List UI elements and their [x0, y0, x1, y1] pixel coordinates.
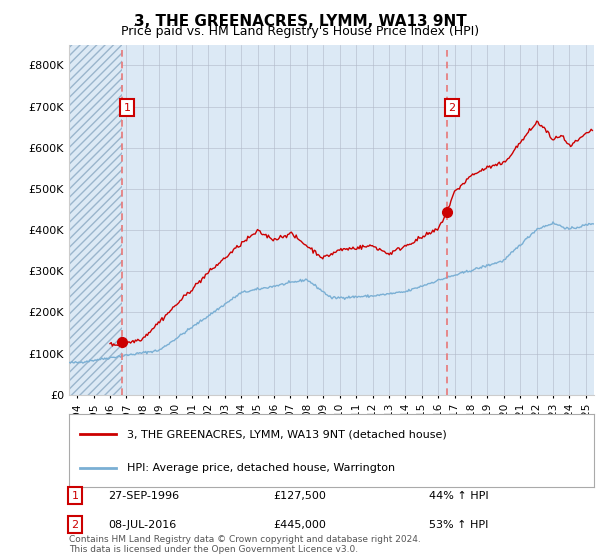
Text: Price paid vs. HM Land Registry's House Price Index (HPI): Price paid vs. HM Land Registry's House …: [121, 25, 479, 38]
Text: 2: 2: [71, 520, 79, 530]
Text: Contains HM Land Registry data © Crown copyright and database right 2024.
This d: Contains HM Land Registry data © Crown c…: [69, 535, 421, 554]
Text: 44% ↑ HPI: 44% ↑ HPI: [429, 491, 488, 501]
Text: HPI: Average price, detached house, Warrington: HPI: Average price, detached house, Warr…: [127, 463, 395, 473]
Text: 27-SEP-1996: 27-SEP-1996: [108, 491, 179, 501]
Text: £445,000: £445,000: [273, 520, 326, 530]
Text: £127,500: £127,500: [273, 491, 326, 501]
Text: 3, THE GREENACRES, LYMM, WA13 9NT: 3, THE GREENACRES, LYMM, WA13 9NT: [134, 14, 466, 29]
Text: 1: 1: [124, 103, 131, 113]
Text: 3, THE GREENACRES, LYMM, WA13 9NT (detached house): 3, THE GREENACRES, LYMM, WA13 9NT (detac…: [127, 429, 446, 439]
Text: 1: 1: [71, 491, 79, 501]
Text: 53% ↑ HPI: 53% ↑ HPI: [429, 520, 488, 530]
Text: 2: 2: [448, 103, 455, 113]
Text: 08-JUL-2016: 08-JUL-2016: [108, 520, 176, 530]
Bar: [69, 45, 122, 395]
